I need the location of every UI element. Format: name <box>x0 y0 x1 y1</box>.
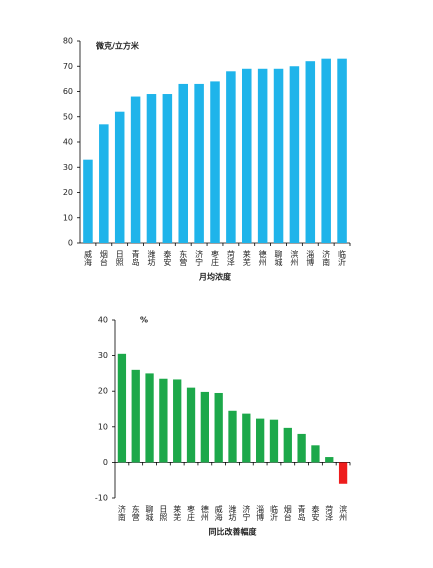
x-tick-label: 济宁 <box>195 249 204 266</box>
x-tick-label: 枣庄 <box>187 504 196 522</box>
x-tick-label: 莱芜 <box>173 504 182 522</box>
bar <box>130 96 141 243</box>
bar <box>338 462 348 484</box>
x-tick-label: 青岛 <box>131 249 140 267</box>
x-tick-label: 济南 <box>322 249 331 266</box>
bar <box>289 66 300 243</box>
y-tick-label: -10 <box>95 494 108 503</box>
x-tick-label: 东营 <box>131 504 140 522</box>
bar <box>131 369 140 463</box>
x-tick-label: 日照 <box>159 505 168 522</box>
y-tick-label: 60 <box>63 87 73 96</box>
x-tick-label: 枣庄 <box>211 249 220 267</box>
bar <box>226 71 236 243</box>
bar <box>178 83 188 243</box>
x-tick-label: 临沂 <box>338 249 347 267</box>
x-tick-label: 泰安 <box>311 504 320 522</box>
y-tick-label: 0 <box>103 458 108 467</box>
x-tick-label: 菏泽 <box>226 249 235 267</box>
x-tick-label: 聊城 <box>145 505 154 522</box>
x-tick-label: 临沂 <box>269 504 278 522</box>
bar <box>273 68 284 244</box>
bar <box>242 68 252 244</box>
x-axis-title: 同比改善幅度 <box>209 527 258 537</box>
x-axis-title: 月均浓度 <box>198 272 232 282</box>
bar <box>228 410 237 463</box>
bar <box>337 58 347 243</box>
y-tick-label: 0 <box>68 239 73 248</box>
bar <box>173 379 182 463</box>
bar <box>256 418 265 463</box>
x-tick-label: 淄博 <box>306 249 315 267</box>
x-tick-label: 泰安 <box>163 249 172 267</box>
x-tick-label: 德州 <box>258 249 267 266</box>
x-tick-label: 潍坊 <box>228 504 237 522</box>
y-tick-label: 20 <box>98 387 108 396</box>
y-tick-label: 30 <box>98 351 108 360</box>
x-tick-label: 滨州 <box>290 249 299 266</box>
x-tick-label: 烟台 <box>283 505 292 522</box>
bar <box>99 124 109 243</box>
bar <box>325 457 334 463</box>
x-tick-label: 莱芜 <box>242 249 251 267</box>
bar <box>283 427 292 463</box>
bar <box>311 445 320 463</box>
bar <box>200 391 209 463</box>
x-tick-label: 聊城 <box>274 250 283 267</box>
x-tick-label: 菏泽 <box>325 504 334 522</box>
bar <box>305 61 316 244</box>
y-tick-label: 50 <box>63 112 73 121</box>
bar <box>117 353 127 463</box>
unit-label: % <box>140 316 148 325</box>
x-tick-label: 日照 <box>115 250 124 267</box>
y-tick-label: 20 <box>63 188 73 197</box>
bar <box>194 83 204 243</box>
x-tick-label: 德州 <box>200 504 209 521</box>
bar <box>83 159 93 243</box>
y-tick-label: 10 <box>98 422 108 431</box>
y-tick-label: 80 <box>63 37 73 46</box>
bar <box>321 58 331 243</box>
bar <box>145 373 154 463</box>
bar <box>186 387 196 463</box>
x-tick-label: 东营 <box>179 249 188 267</box>
y-tick-label: 30 <box>63 163 73 172</box>
y-tick-label: 40 <box>63 138 73 147</box>
y-tick-label: 70 <box>63 62 73 71</box>
unit-label: 微克/立方米 <box>95 41 140 51</box>
bar <box>242 413 251 463</box>
bar <box>162 94 173 244</box>
bar <box>297 433 306 463</box>
y-tick-label: 40 <box>98 316 108 325</box>
x-tick-label: 淄博 <box>256 504 265 522</box>
x-tick-label: 济宁 <box>242 504 251 521</box>
bar <box>269 419 279 463</box>
x-tick-label: 青岛 <box>297 504 306 522</box>
bar <box>214 392 223 463</box>
bar <box>210 81 220 244</box>
bar <box>146 94 157 244</box>
x-tick-label: 烟台 <box>99 250 108 267</box>
x-tick-label: 滨州 <box>339 504 348 521</box>
x-tick-label: 济南 <box>117 504 126 521</box>
bar <box>257 68 268 244</box>
x-tick-label: 潍坊 <box>147 249 156 267</box>
x-tick-label: 威海 <box>83 249 92 267</box>
bar <box>114 111 125 243</box>
y-tick-label: 10 <box>63 213 73 222</box>
bar <box>159 378 168 463</box>
x-tick-label: 威海 <box>214 504 223 522</box>
